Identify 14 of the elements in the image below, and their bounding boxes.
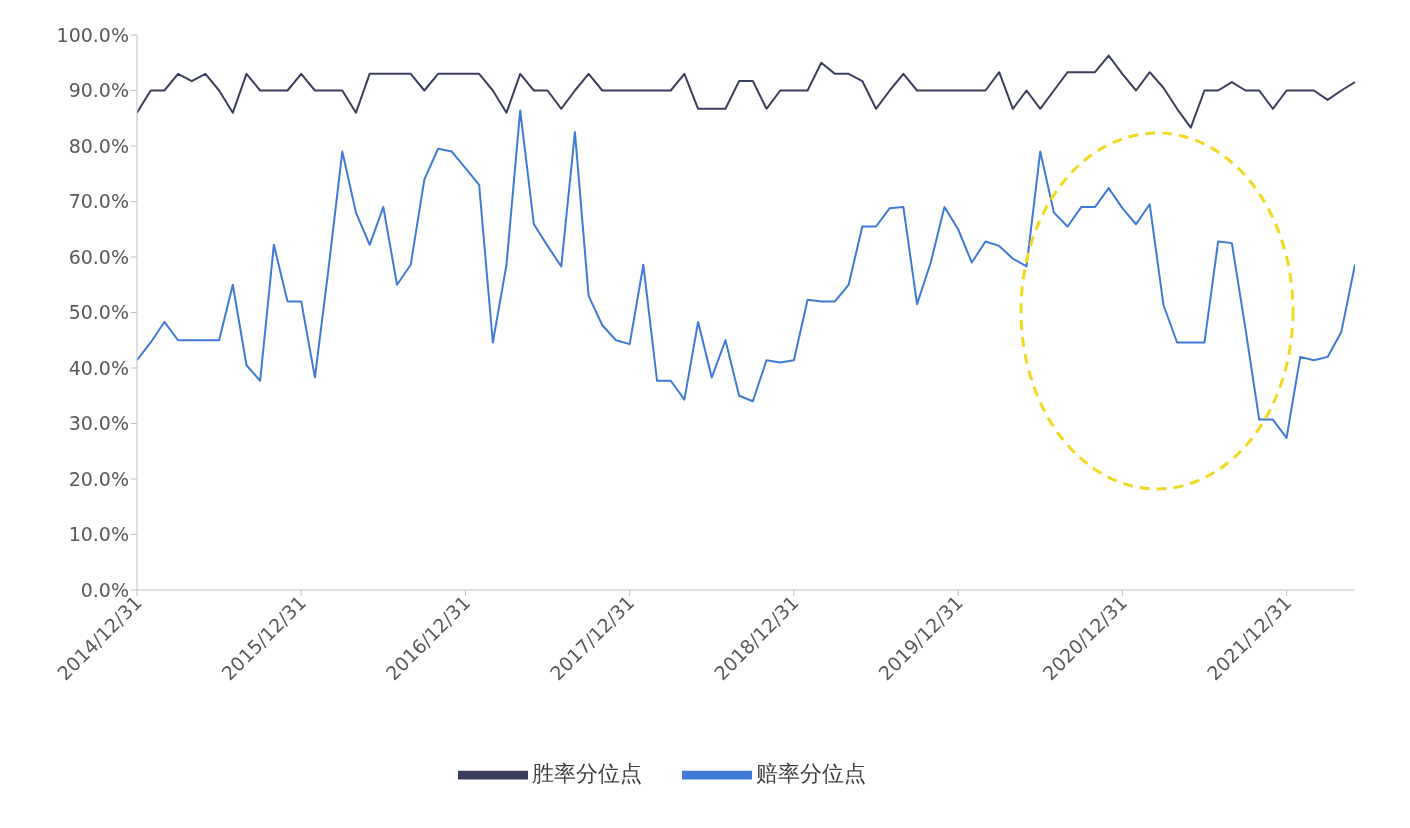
- legend-label: 赔率分位点: [755, 761, 866, 786]
- y-tick-label: 90.0%: [68, 79, 129, 102]
- legend-label: 胜率分位点: [531, 761, 642, 786]
- y-tick-label: 30.0%: [68, 412, 129, 435]
- line-series: [137, 54, 1355, 129]
- y-tick-label: 50.0%: [68, 301, 129, 324]
- y-tick-label: 40.0%: [68, 356, 129, 379]
- y-tick-label: 60.0%: [68, 245, 129, 268]
- line-series: [137, 109, 1355, 439]
- y-tick-label: 80.0%: [68, 134, 129, 157]
- y-tick-label: 100.0%: [56, 23, 129, 46]
- y-tick-label: 70.0%: [68, 190, 129, 213]
- y-tick-label: 20.0%: [68, 467, 129, 490]
- y-tick-label: 10.0%: [68, 523, 129, 546]
